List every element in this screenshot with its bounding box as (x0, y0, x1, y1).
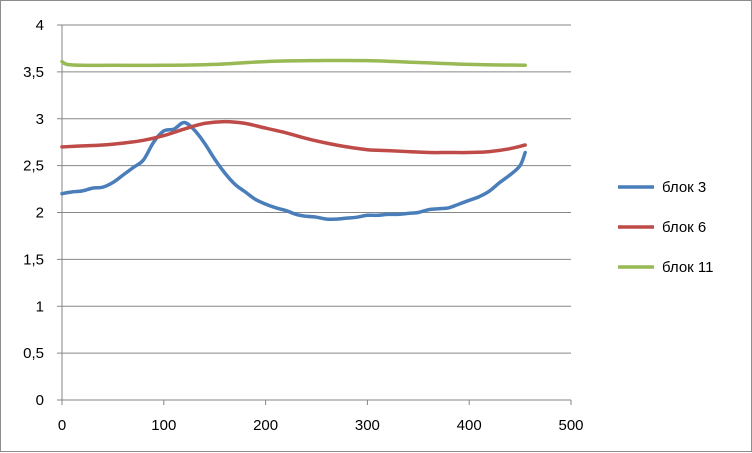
x-tick-label: 0 (58, 417, 66, 434)
legend-label: блок 3 (662, 179, 706, 196)
legend: блок 3 блок 6 блок 11 (618, 179, 713, 276)
y-tick-label: 1,5 (23, 251, 44, 268)
y-tick-label: 3,5 (23, 64, 44, 81)
y-tick-label: 3 (36, 111, 44, 128)
gridlines (62, 24, 571, 354)
y-tick-label: 2 (36, 205, 44, 222)
x-axis-ticks: 0 100 200 300 400 500 (58, 400, 584, 434)
x-tick-label: 400 (457, 417, 482, 434)
series (60, 58, 527, 222)
series-line-1 (60, 120, 527, 222)
y-axis-ticks: 0 0,5 1 1,5 2 2,5 3 3,5 4 (23, 17, 62, 409)
x-tick-label: 200 (253, 417, 278, 434)
y-tick-label: 4 (36, 17, 44, 34)
legend-label: блок 6 (662, 219, 706, 236)
y-tick-label: 0 (36, 392, 44, 409)
y-tick-label: 2,5 (23, 158, 44, 175)
y-tick-label: 0,5 (23, 345, 44, 362)
series-line-2 (60, 119, 527, 155)
series-line-3 (60, 58, 527, 68)
legend-label: блок 11 (662, 259, 713, 276)
x-tick-label: 100 (151, 417, 176, 434)
x-tick-label: 300 (355, 417, 380, 434)
y-tick-label: 1 (36, 298, 44, 315)
x-tick-label: 500 (558, 417, 583, 434)
